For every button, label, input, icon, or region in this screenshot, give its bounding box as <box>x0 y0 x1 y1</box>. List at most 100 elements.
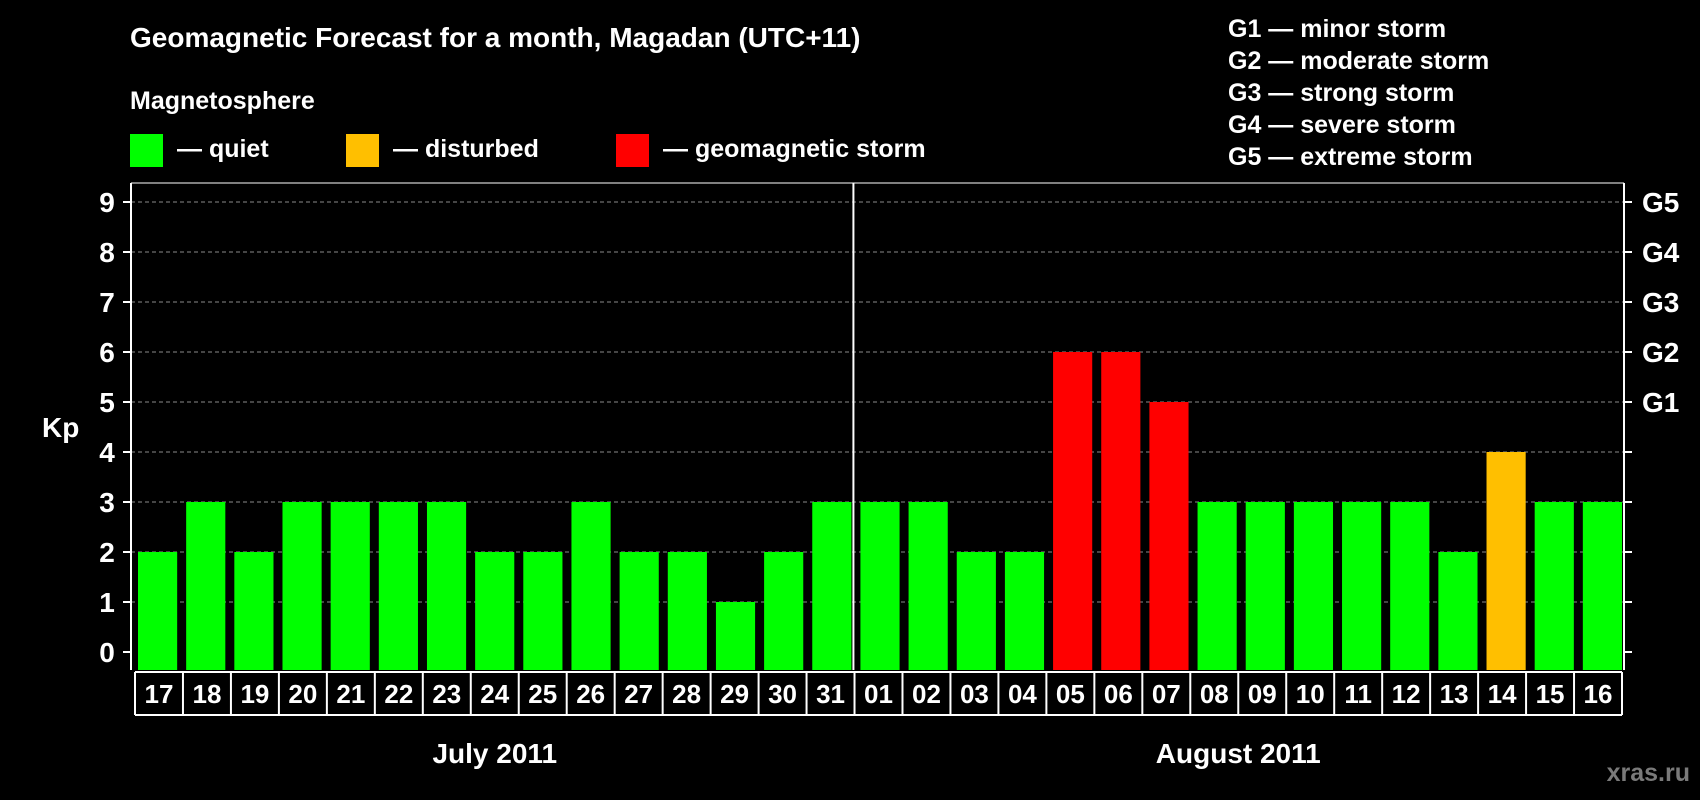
bar <box>715 602 756 670</box>
bar <box>956 552 996 670</box>
axes <box>130 182 1625 670</box>
bar <box>523 552 563 670</box>
bar <box>860 502 900 670</box>
x-tick-label: 31 <box>816 679 845 709</box>
bar <box>1101 352 1141 670</box>
bar <box>619 552 659 670</box>
y-tick-label: 8 <box>99 237 115 268</box>
bar <box>1197 502 1237 670</box>
bar <box>1582 502 1622 670</box>
x-tick-label: 03 <box>960 679 989 709</box>
storm-scale-item: G5 — extreme storm <box>1228 143 1473 171</box>
month-label: August 2011 <box>1156 738 1321 769</box>
y-tick-label: 3 <box>99 487 115 518</box>
bar <box>330 502 370 670</box>
x-tick-label: 12 <box>1392 679 1421 709</box>
bar <box>1486 452 1526 670</box>
month-label: July 2011 <box>432 738 557 769</box>
x-tick-label: 24 <box>480 679 509 709</box>
bars <box>138 352 1622 670</box>
legend-swatch <box>616 134 649 167</box>
y-tick-label: 2 <box>99 537 115 568</box>
chart-title: Geomagnetic Forecast for a month, Magada… <box>130 22 860 53</box>
bar <box>1053 352 1093 670</box>
bar <box>812 502 852 670</box>
storm-scale-item: G3 — strong storm <box>1228 79 1454 107</box>
x-tick-label: 14 <box>1488 679 1517 709</box>
bar <box>1245 502 1285 670</box>
x-tick-label: 10 <box>1296 679 1325 709</box>
legend-title: Magnetosphere <box>130 87 315 115</box>
x-tick-label: 27 <box>624 679 653 709</box>
y-tick-label: 9 <box>99 187 115 218</box>
x-tick-label: 01 <box>864 679 893 709</box>
storm-scale-item: G2 — moderate storm <box>1228 47 1489 75</box>
bar <box>667 552 707 670</box>
x-tick-label: 25 <box>528 679 557 709</box>
x-tick-label: 29 <box>720 679 749 709</box>
right-axis-labels: G1 G2 G3 G4 G5 <box>1642 187 1680 418</box>
bar <box>186 502 226 670</box>
y-tick-label: 4 <box>99 437 115 468</box>
legend-label: — quiet <box>177 135 269 163</box>
storm-scale-item: G4 — severe storm <box>1228 111 1456 139</box>
x-tick-label: 19 <box>240 679 269 709</box>
x-tick-label: 30 <box>768 679 797 709</box>
bar <box>1534 502 1574 670</box>
x-tick-label: 15 <box>1536 679 1565 709</box>
x-tick-label: 05 <box>1056 679 1085 709</box>
x-tick-label: 06 <box>1104 679 1133 709</box>
bar <box>1293 502 1334 670</box>
x-tick-label: 20 <box>288 679 317 709</box>
bar <box>1342 502 1382 670</box>
x-tick-label: 17 <box>145 679 174 709</box>
watermark: xras.ru <box>1607 759 1690 787</box>
y-tick-label: 6 <box>99 337 115 368</box>
legend-label: — disturbed <box>393 135 539 163</box>
x-tick-label: 22 <box>384 679 413 709</box>
x-tick-label: 18 <box>192 679 221 709</box>
bar <box>764 552 804 670</box>
legend: — quiet — disturbed — geomagnetic storm <box>130 134 926 167</box>
y-tick-label: 0 <box>99 637 115 668</box>
y-tick-label: 5 <box>99 387 115 418</box>
x-tick-label: 07 <box>1152 679 1181 709</box>
bar <box>378 502 418 670</box>
y-axis-ticks: 0 1 2 3 4 5 6 7 8 9 <box>99 187 1632 668</box>
storm-scale-item: G1 — minor storm <box>1228 15 1446 43</box>
bar <box>1390 502 1430 670</box>
right-axis-label: G4 <box>1642 237 1680 268</box>
bar <box>234 552 274 670</box>
x-tick-label: 09 <box>1248 679 1277 709</box>
x-axis-categories: 17 18 19 20 21 22 23 24 25 26 27 28 29 30 31 01 02 03 04 05… <box>134 671 1623 716</box>
x-tick-label: 21 <box>336 679 365 709</box>
x-tick-label: 26 <box>576 679 605 709</box>
bar <box>1004 552 1045 670</box>
x-tick-label: 08 <box>1200 679 1229 709</box>
legend-swatch <box>130 134 163 167</box>
x-tick-label: 02 <box>912 679 941 709</box>
x-tick-label: 23 <box>432 679 461 709</box>
right-axis-label: G2 <box>1642 337 1679 368</box>
storm-scale-legend: G1 — minor storm G2 — moderate storm G3 — … <box>1228 15 1489 171</box>
x-tick-label: 28 <box>672 679 701 709</box>
bar <box>1149 402 1189 670</box>
y-axis-label: Kp <box>42 412 79 443</box>
bar <box>908 502 948 670</box>
month-labels: July 2011 August 2011 <box>432 738 1320 769</box>
y-tick-label: 1 <box>99 587 115 618</box>
bar <box>475 552 515 670</box>
right-axis-label: G5 <box>1642 187 1679 218</box>
right-axis-label: G3 <box>1642 287 1679 318</box>
bar <box>282 502 322 670</box>
bar <box>426 502 467 670</box>
bar <box>138 552 178 670</box>
legend-label: — geomagnetic storm <box>663 135 926 163</box>
right-axis-label: G1 <box>1642 387 1679 418</box>
x-tick-label: 11 <box>1344 679 1372 709</box>
x-tick-label: 16 <box>1584 679 1613 709</box>
x-tick-label: 13 <box>1440 679 1469 709</box>
y-tick-label: 7 <box>99 287 115 318</box>
bar <box>571 502 611 670</box>
